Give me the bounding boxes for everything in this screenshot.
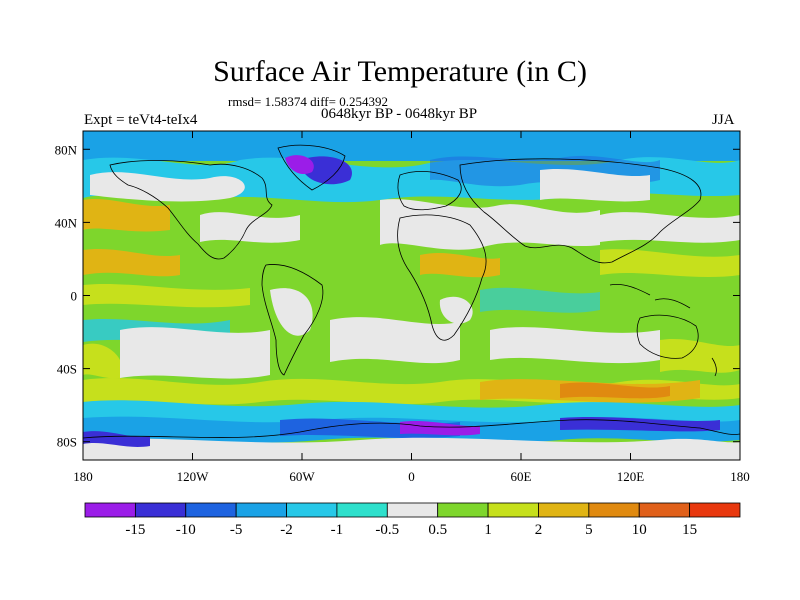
y-tick-label: 80N xyxy=(55,142,78,157)
x-axis-ticks: 180 120W 60W 0 60E 120E 180 xyxy=(73,131,750,484)
colorbar-swatch xyxy=(134,502,187,518)
x-tick-label: 60E xyxy=(511,469,532,484)
stats-line: rmsd= 1.58374 diff= 0.254392 xyxy=(228,94,388,109)
colorbar-label: -5 xyxy=(230,522,243,538)
colorbar-label: -15 xyxy=(125,522,145,538)
colorbar-swatch xyxy=(336,502,388,518)
colorbar-swatch xyxy=(638,502,691,518)
x-tick-label: 60W xyxy=(289,469,315,484)
colorbar-label: 10 xyxy=(632,522,647,538)
y-tick-label: 80S xyxy=(57,435,77,450)
colorbar-swatch xyxy=(689,502,741,518)
colorbar-swatch xyxy=(487,502,539,518)
colorbar-label: -0.5 xyxy=(375,522,399,538)
colorbar-swatch xyxy=(185,502,237,518)
x-tick-label: 180 xyxy=(730,469,750,484)
plot-title: Surface Air Temperature (in C) xyxy=(213,55,587,88)
colorbar-label: 0.5 xyxy=(428,522,447,538)
colorbar-swatch xyxy=(538,502,590,518)
season-label: JJA xyxy=(712,112,735,128)
colorbar-label: 15 xyxy=(682,522,697,538)
x-tick-label: 0 xyxy=(408,469,415,484)
experiment-label: Expt = teVt4-teIx4 xyxy=(84,112,198,128)
colorbar-swatch xyxy=(386,502,439,518)
colorbar-label: 5 xyxy=(585,522,593,538)
colorbar-label: -2 xyxy=(280,522,293,538)
period-line: 0648kyr BP - 0648kyr BP xyxy=(321,106,478,122)
coastlines xyxy=(83,144,740,439)
colorbar-swatch xyxy=(588,502,640,518)
colorbar: -15 -10 -5 -2 -1 -0.5 0.5 1 2 5 10 15 xyxy=(84,502,741,538)
x-tick-label: 180 xyxy=(73,469,93,484)
x-tick-label: 120W xyxy=(177,469,210,484)
x-tick-label: 120E xyxy=(617,469,645,484)
colorbar-swatch xyxy=(84,502,136,518)
y-tick-label: 0 xyxy=(71,289,78,304)
colorbar-label: -1 xyxy=(331,522,344,538)
colorbar-swatch xyxy=(437,502,489,518)
y-tick-label: 40N xyxy=(55,215,78,230)
colorbar-label: 2 xyxy=(535,522,543,538)
colorbar-swatch xyxy=(235,502,287,518)
y-axis-ticks: 80N 40N 0 40S 80S xyxy=(55,142,740,450)
y-tick-label: 40S xyxy=(57,362,77,377)
temperature-field xyxy=(83,131,740,460)
colorbar-swatch xyxy=(286,502,338,518)
colorbar-label: -10 xyxy=(176,522,196,538)
colorbar-label: 1 xyxy=(484,522,492,538)
